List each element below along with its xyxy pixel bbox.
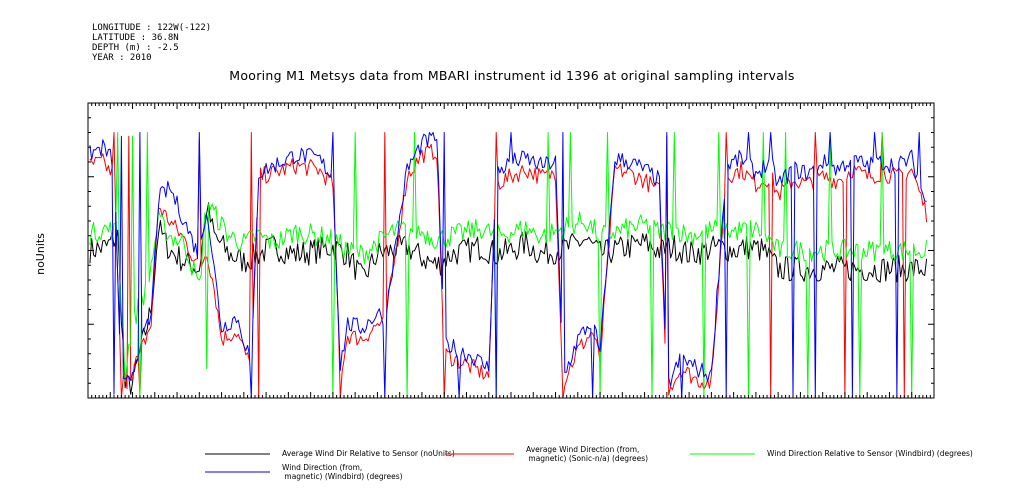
- meta-longitude: LONGITUDE : 122W(-122): [92, 23, 211, 33]
- chart-title: Mooring M1 Metsys data from MBARI instru…: [229, 68, 795, 83]
- series-layer: [89, 132, 928, 399]
- legend-label-2: Wind Direction (from, magnetic) (Windbir…: [282, 463, 403, 481]
- series-line-3: [89, 132, 928, 399]
- meta-latitude: LATITUDE : 36.8N: [92, 33, 179, 43]
- series-line-2: [89, 132, 927, 399]
- y-axis-label: noUnits: [34, 233, 47, 275]
- metadata-block: LONGITUDE : 122W(-122) LATITUDE : 36.8N …: [92, 23, 211, 63]
- meta-year: YEAR : 2010: [92, 53, 152, 63]
- legend-label-0: Average Wind Dir Relative to Sensor (noU…: [282, 449, 455, 458]
- axes-layer: [87, 102, 935, 399]
- legend: Average Wind Dir Relative to Sensor (noU…: [205, 445, 973, 481]
- legend-label-1: Average Wind Direction (from, magnetic) …: [526, 445, 648, 463]
- legend-label-3: Wind Direction Relative to Sensor (Windb…: [767, 449, 973, 458]
- meta-depth: DEPTH (m) : -2.5: [92, 43, 179, 53]
